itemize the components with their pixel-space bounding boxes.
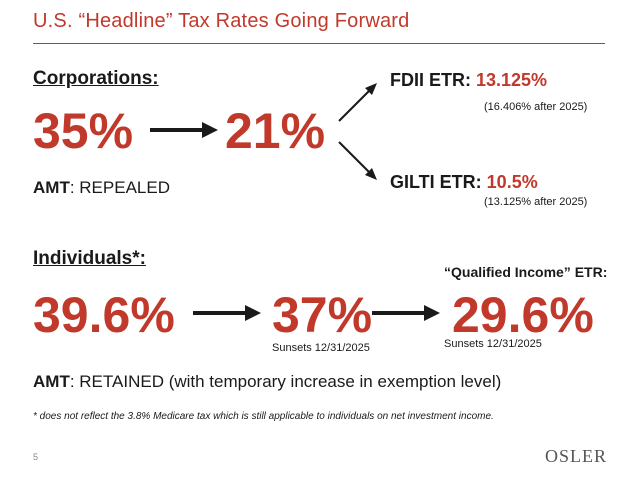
gilti-colon: : — [475, 172, 487, 192]
individual-amt: AMT: RETAINED (with temporary increase i… — [33, 372, 501, 392]
fdii-label: FDII ETR — [390, 70, 465, 90]
qualified-income-label: “Qualified Income” ETR: — [444, 264, 608, 280]
arrow-right-icon — [193, 305, 261, 321]
title-divider — [33, 43, 605, 44]
gilti-value: 10.5% — [486, 172, 538, 192]
individual-rate-from: 39.6% — [33, 287, 175, 343]
qualified-income-sunset-note: Sunsets 12/31/2025 — [444, 338, 542, 350]
individual-rate-to: 37% — [272, 287, 373, 343]
corporate-amt: AMT: REPEALED — [33, 178, 170, 198]
corporate-rate-from: 35% — [33, 103, 134, 159]
individual-amt-label: AMT — [33, 372, 70, 391]
qualified-income-rate: 29.6% — [452, 287, 594, 343]
individuals-heading: Individuals*: — [33, 248, 146, 269]
fdii-note: (16.406% after 2025) — [484, 101, 588, 113]
fdii-etr: FDII ETR: 13.125% — [390, 70, 547, 91]
corporate-rate-to: 21% — [225, 103, 326, 159]
arrow-right-icon — [150, 122, 218, 138]
corporate-amt-value: : REPEALED — [69, 178, 170, 197]
gilti-etr: GILTI ETR: 10.5% — [390, 172, 538, 193]
page-number: 5 — [33, 452, 39, 462]
fdii-value: 13.125% — [476, 70, 548, 90]
individual-rate-sunset-note: Sunsets 12/31/2025 — [272, 342, 370, 354]
gilti-note: (13.125% after 2025) — [484, 196, 588, 208]
logo-text: OSLER — [545, 446, 608, 466]
footnote: * does not reflect the 3.8% Medicare tax… — [33, 411, 494, 422]
corporate-amt-label: AMT — [33, 178, 70, 197]
slide-title: U.S. “Headline” Tax Rates Going Forward — [33, 10, 410, 32]
arrow-diagonal-up-icon — [338, 83, 377, 122]
arrow-diagonal-down-icon — [338, 141, 377, 180]
corporations-heading: Corporations: — [33, 68, 159, 89]
osler-logo: OSLER — [545, 446, 607, 467]
arrow-right-icon — [372, 305, 440, 321]
gilti-label: GILTI ETR — [390, 172, 476, 192]
individual-amt-value: : RETAINED (with temporary increase in e… — [69, 372, 502, 391]
fdii-colon: : — [465, 70, 476, 90]
